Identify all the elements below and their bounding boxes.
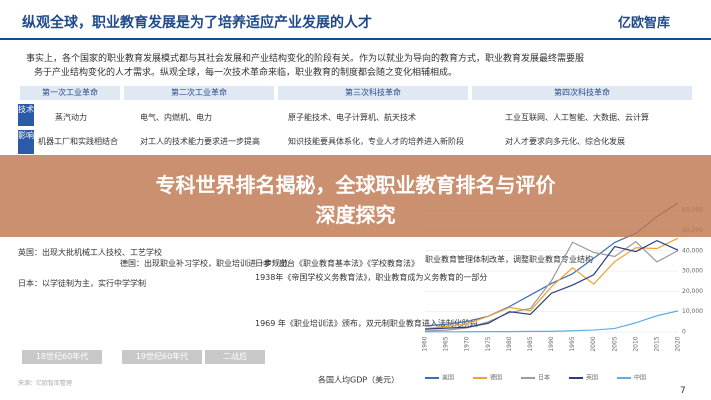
y-tick-label: 20,000 — [682, 288, 703, 295]
legend-label: 中国 — [634, 374, 646, 382]
country: 1969 年《职业培训法》颁布，双元制职业教育进入法制化阶段 — [255, 319, 478, 328]
x-tick-label: 1985 — [527, 336, 534, 351]
x-tick-label: 1965 — [443, 336, 450, 351]
y-tick-label: 0 — [682, 329, 686, 336]
era: 第四次科技革命 — [472, 86, 692, 100]
x-tick-label: 2015 — [653, 336, 660, 351]
x-tick-label: 1995 — [569, 336, 576, 351]
legend-label: 英国 — [586, 374, 598, 382]
period: 19世纪60年代 — [122, 350, 202, 364]
y-tick-label: 10,000 — [682, 308, 703, 315]
title: 纵观全球，职业教育发展是为了培养适应产业发展的人才 — [22, 15, 372, 31]
tech: 原子能技术、电子计算机、航天技术 — [288, 113, 416, 122]
impact: 知识技能要具体系化，专业人才的培养进入新阶段 — [288, 137, 464, 146]
era: 第一次工业革命 — [20, 86, 120, 100]
country: 1938年《帝国学校义务教育法》，职业教育成为义务教育的一部分 — [255, 273, 488, 282]
country: 日本：以学徒制为主，实行中学学制 — [18, 279, 146, 288]
banner-line: 专科世界排名揭秘，全球职业教育排名与评价 — [155, 173, 556, 197]
series-line — [424, 237, 679, 330]
note: 职业教育管理体制改革，调整职业教育专业结构 — [425, 255, 593, 264]
x-tick-label: 1960 — [422, 336, 429, 351]
country: 英国：出现大批机械工人技校、工艺学校 — [18, 248, 162, 257]
tech: 工业互联网、人工智能、大数据、云计算 — [505, 113, 649, 122]
period: 18世纪60年代 — [22, 350, 102, 364]
tech: 蒸汽动力 — [55, 113, 87, 122]
series-line — [424, 310, 679, 333]
period: 二战后 — [205, 350, 265, 364]
x-axis-label: 各国人均GDP（美元） — [318, 375, 399, 385]
banner-line: 深度探究 — [315, 203, 396, 227]
row-label: 影响 — [18, 130, 34, 154]
country: 德国：出现职业补习学校，职业培训进一步规范 — [120, 259, 288, 268]
intro: 事实上，各个国家的职业教育发展模式都与其社会发展和产业结构变化的阶段有关。作为以… — [26, 54, 585, 64]
x-tick-label: 1970 — [464, 336, 471, 351]
y-tick-label: 30,000 — [682, 268, 703, 275]
legend-label: 德国 — [490, 374, 502, 382]
series-line — [424, 239, 679, 330]
intro: 务于产业结构变化的人才需求。纵观全球，每一次技术革命来临，职业教育的制度都会随之… — [34, 68, 458, 78]
y-tick-label: 40,000 — [682, 247, 703, 254]
source: 来源：亿欧智库整理 — [18, 380, 73, 387]
x-tick-label: 2020 — [675, 336, 682, 351]
x-tick-label: 2005 — [611, 336, 618, 351]
impact: 对工人的技术能力要求进一步提高 — [140, 137, 260, 146]
logo: 亿欧智库 — [618, 16, 671, 31]
x-tick-label: 1975 — [485, 336, 492, 351]
tech: 电气、内燃机、电力 — [140, 113, 212, 122]
impact: 对人才要求向多元化、综合化发展 — [505, 137, 625, 146]
x-tick-label: 2000 — [590, 336, 597, 351]
row-label: 技术 — [18, 104, 34, 126]
x-tick-label: 1990 — [548, 336, 555, 351]
legend-label: 美国 — [442, 374, 454, 382]
page-number: 7 — [680, 386, 686, 396]
banner: 专科世界排名揭秘，全球职业教育排名与评价 深度探究 — [0, 155, 711, 237]
rule — [0, 38, 711, 40]
country: 日本：出台《职业教育基本法》《学校教育法》 — [255, 259, 419, 268]
impact: 机器工厂和实践相结合 — [38, 137, 118, 146]
legend-label: 日本 — [538, 374, 550, 382]
x-tick-label: 2010 — [632, 336, 639, 351]
series-line — [424, 240, 679, 332]
x-tick-label: 1980 — [506, 336, 513, 351]
era: 第三次科技革命 — [278, 86, 468, 100]
era: 第二次工业革命 — [124, 86, 274, 100]
